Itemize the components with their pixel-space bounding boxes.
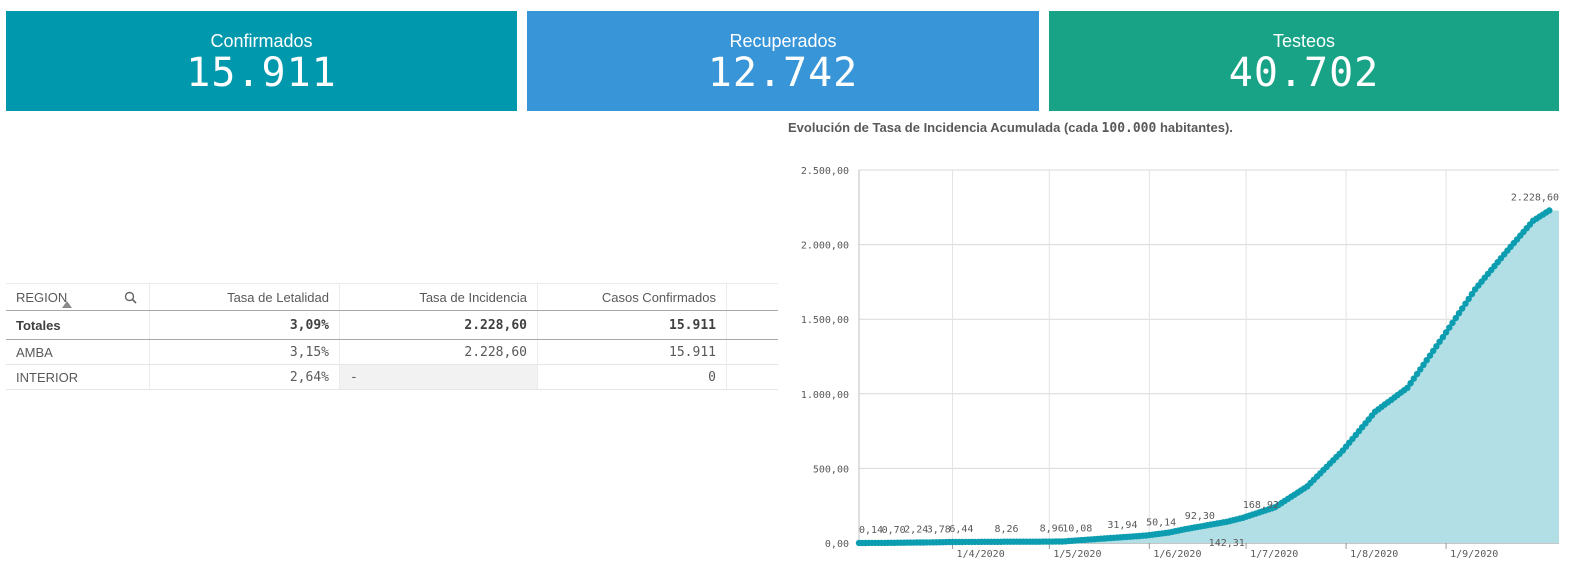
tasa-letalidad-cell: 2,64% — [149, 365, 339, 389]
data-label: 168,92 — [1243, 500, 1279, 511]
data-point — [1455, 310, 1463, 317]
tasa-letalidad-cell: 3,15% — [149, 340, 339, 364]
x-tick-label: 1/8/2020 — [1350, 549, 1398, 560]
column-header-casos-confirmados[interactable]: Casos Confirmados — [537, 284, 726, 310]
chart-title-prefix: Evolución de Tasa de Incidencia Acumulad… — [788, 120, 1102, 135]
totals-tasa-letalidad: 3,09% — [149, 311, 339, 339]
data-point — [1436, 338, 1443, 345]
column-header-region[interactable]: REGION — [6, 284, 149, 310]
data-label: 2.228,60 — [1511, 192, 1559, 203]
data-point — [1462, 300, 1469, 307]
data-point — [1468, 290, 1476, 298]
data-point — [1426, 352, 1434, 359]
kpi-confirmados[interactable]: Confirmados 15.911 — [6, 11, 517, 111]
x-tick-label: 1/5/2020 — [1053, 549, 1101, 560]
data-label: 3,78 — [927, 524, 951, 535]
data-point — [1439, 333, 1447, 341]
y-tick-label: 1.000,00 — [801, 390, 849, 401]
data-point — [1407, 380, 1414, 387]
x-tick-label: 1/7/2020 — [1250, 549, 1298, 560]
data-point — [1404, 384, 1411, 391]
data-point — [1465, 295, 1472, 303]
data-label: 6,44 — [949, 524, 973, 535]
chart-title-number: 100.000 — [1101, 121, 1157, 136]
totals-label: Totales — [16, 317, 61, 333]
kpi-value: 40.702 — [1228, 50, 1380, 96]
kpi-label: Recuperados — [729, 31, 837, 51]
kpi-value: 12.742 — [707, 50, 859, 96]
x-tick-label: 1/9/2020 — [1450, 549, 1498, 560]
data-label: 8,26 — [994, 524, 1018, 535]
kpi-recuperados[interactable]: Recuperados 12.742 — [527, 11, 1039, 111]
kpi-label: Testeos — [1272, 31, 1336, 51]
tasa-incidencia-cell: - — [339, 365, 537, 389]
data-point — [1420, 361, 1427, 368]
y-tick-label: 2.000,00 — [801, 241, 849, 252]
empty-cell — [726, 340, 778, 364]
data-point — [1413, 370, 1421, 378]
column-header-tasa-letalidad[interactable]: Tasa de Letalidad — [149, 284, 339, 310]
region-table: REGION Tasa de Letalidad Tasa de Inciden… — [6, 283, 778, 390]
kpi-label: Confirmados — [210, 31, 313, 51]
casos-confirmados-cell: 0 — [537, 365, 726, 389]
data-point — [1442, 329, 1450, 336]
data-point — [1423, 357, 1430, 364]
table-row[interactable]: INTERIOR 2,64% - 0 — [6, 365, 778, 390]
column-header-label: REGION — [16, 289, 68, 305]
kpi-testeos[interactable]: Testeos 40.702 — [1049, 11, 1559, 111]
data-label: 0,70 — [882, 525, 906, 536]
incidence-area-chart[interactable]: 0,00 500,00 1.000,00 1.500,00 2.000,00 2.500,… — [780, 150, 1570, 585]
data-point — [1459, 305, 1466, 312]
region-cell[interactable]: INTERIOR — [16, 369, 79, 385]
column-header-tasa-incidencia[interactable]: Tasa de Incidencia — [339, 284, 537, 310]
data-label: 10,08 — [1062, 523, 1092, 534]
data-point — [1452, 314, 1459, 322]
y-tick-label: 0,00 — [825, 539, 849, 550]
data-point — [1449, 319, 1456, 326]
data-point — [1546, 207, 1553, 214]
totals-tasa-incidencia: 2.228,60 — [339, 311, 537, 339]
table-header-row: REGION Tasa de Letalidad Tasa de Inciden… — [6, 283, 778, 311]
data-point — [1433, 343, 1440, 350]
totals-empty — [726, 311, 778, 339]
area-fill — [859, 210, 1559, 543]
chart-title-suffix: habitantes). — [1156, 120, 1233, 135]
data-label: 31,94 — [1107, 520, 1137, 531]
data-point — [1446, 324, 1453, 331]
kpi-value: 15.911 — [186, 50, 337, 96]
empty-cell — [726, 365, 778, 389]
search-icon[interactable] — [124, 291, 137, 304]
region-cell[interactable]: AMBA — [16, 344, 53, 360]
y-tick-label: 2.500,00 — [801, 166, 849, 177]
y-tick-label: 1.500,00 — [801, 315, 849, 326]
x-tick-label: 1/4/2020 — [957, 549, 1005, 560]
table-row[interactable]: AMBA 3,15% 2.228,60 15.911 — [6, 340, 778, 365]
column-header-empty — [726, 284, 778, 310]
sort-ascending-icon[interactable] — [62, 301, 72, 308]
casos-confirmados-cell: 15.911 — [537, 340, 726, 364]
data-point — [1417, 366, 1424, 373]
data-label: 142,31 — [1209, 538, 1245, 549]
data-label: 8,96 — [1040, 524, 1064, 535]
x-tick-label: 1/6/2020 — [1153, 549, 1201, 560]
y-tick-label: 500,00 — [813, 464, 849, 475]
data-point — [1410, 375, 1417, 382]
tasa-incidencia-cell: 2.228,60 — [339, 340, 537, 364]
data-label: 50,14 — [1146, 518, 1176, 529]
totals-casos-confirmados: 15.911 — [537, 311, 726, 339]
data-label: 92,30 — [1185, 511, 1215, 522]
data-point — [1430, 347, 1437, 355]
table-totals-row: Totales 3,09% 2.228,60 15.911 — [6, 311, 778, 340]
data-label: 2,24 — [904, 525, 928, 536]
chart-title: Evolución de Tasa de Incidencia Acumulad… — [788, 120, 1233, 136]
data-label: 0,14 — [859, 525, 883, 536]
